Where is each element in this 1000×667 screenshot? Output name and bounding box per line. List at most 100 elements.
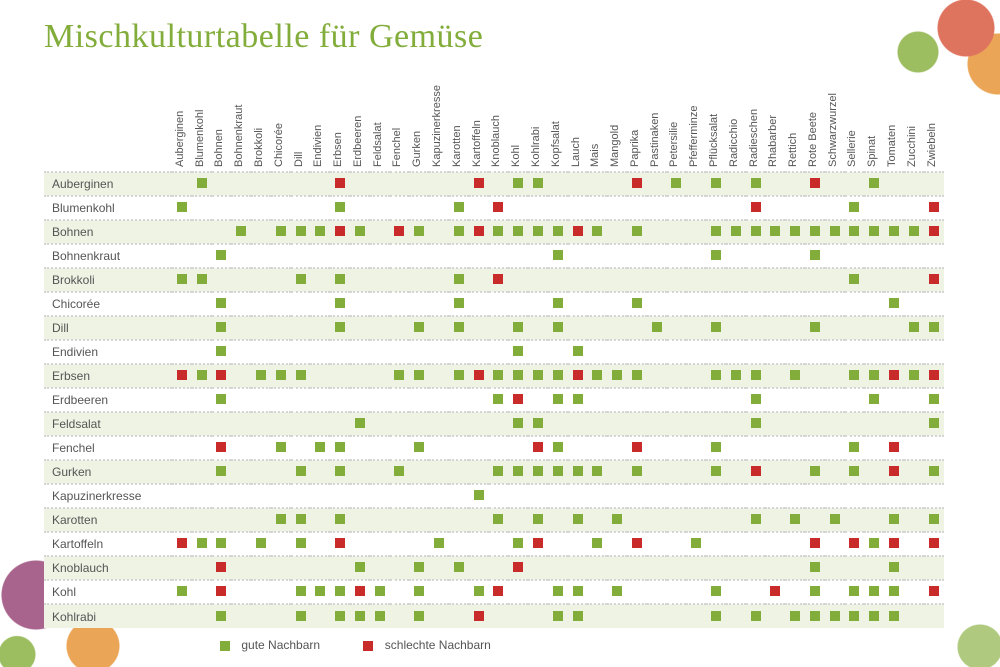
cell (291, 292, 311, 316)
cell (548, 268, 568, 292)
cell (489, 508, 509, 532)
cell (825, 220, 845, 244)
cell (310, 508, 330, 532)
cell (924, 580, 944, 604)
cell (568, 436, 588, 460)
good-marker (493, 394, 503, 404)
cell (884, 268, 904, 292)
cell (330, 604, 350, 628)
cell (172, 436, 192, 460)
cell (904, 196, 924, 220)
cell (271, 604, 291, 628)
good-marker (553, 226, 563, 236)
cell (904, 508, 924, 532)
cell (489, 196, 509, 220)
cell (310, 388, 330, 412)
cell (765, 508, 785, 532)
cell (746, 412, 766, 436)
cell (726, 436, 746, 460)
cell (607, 220, 627, 244)
cell (231, 220, 251, 244)
cell (587, 220, 607, 244)
cell (489, 556, 509, 580)
cell (330, 436, 350, 460)
row-header: Chicorée (44, 292, 172, 316)
legend-bad: schlechte Nachbarn (363, 638, 490, 652)
cell (429, 412, 449, 436)
cell (726, 508, 746, 532)
cell (746, 556, 766, 580)
cell (647, 508, 667, 532)
cell (469, 484, 489, 508)
good-marker (810, 586, 820, 596)
cell (330, 460, 350, 484)
cell (647, 244, 667, 268)
good-marker (276, 226, 286, 236)
cell (627, 412, 647, 436)
cell (904, 556, 924, 580)
good-marker (751, 394, 761, 404)
cell (429, 268, 449, 292)
cell (765, 604, 785, 628)
cell (231, 460, 251, 484)
good-marker (335, 202, 345, 212)
cell (924, 268, 944, 292)
cell (291, 220, 311, 244)
cell (291, 436, 311, 460)
cell (904, 316, 924, 340)
table-row: Kapuzinerkresse (44, 484, 944, 508)
cell (390, 604, 410, 628)
cell (627, 244, 647, 268)
cell (192, 508, 212, 532)
cell (429, 436, 449, 460)
cell (548, 508, 568, 532)
cell (449, 484, 469, 508)
cell (726, 412, 746, 436)
cell (587, 172, 607, 196)
good-marker (573, 466, 583, 476)
good-marker (335, 466, 345, 476)
cell (212, 364, 232, 388)
cell (192, 436, 212, 460)
cell (548, 172, 568, 196)
legend: gute Nachbarn schlechte Nachbarn (220, 638, 1000, 652)
cell (924, 292, 944, 316)
cell (508, 436, 528, 460)
cell (627, 196, 647, 220)
cell (548, 292, 568, 316)
cell (390, 316, 410, 340)
good-marker (810, 250, 820, 260)
cell (825, 580, 845, 604)
cell (231, 172, 251, 196)
cell (884, 604, 904, 628)
good-marker (335, 442, 345, 452)
bad-marker (216, 370, 226, 380)
cell (291, 580, 311, 604)
cell (607, 460, 627, 484)
cell (548, 580, 568, 604)
good-marker (177, 586, 187, 596)
good-marker (454, 226, 464, 236)
cell (548, 412, 568, 436)
cell (805, 340, 825, 364)
cell (172, 364, 192, 388)
cell (271, 316, 291, 340)
cell (192, 532, 212, 556)
cell (904, 532, 924, 556)
cell (884, 508, 904, 532)
cell (528, 292, 548, 316)
good-marker (770, 226, 780, 236)
good-marker (632, 226, 642, 236)
column-header: Fenchel (390, 64, 410, 172)
column-header: Zwiebeln (924, 64, 944, 172)
cell (904, 364, 924, 388)
cell (805, 364, 825, 388)
cell (568, 244, 588, 268)
cell (647, 268, 667, 292)
cell (528, 220, 548, 244)
cell (370, 460, 390, 484)
cell (825, 460, 845, 484)
cell (686, 556, 706, 580)
cell (607, 268, 627, 292)
cell (825, 388, 845, 412)
